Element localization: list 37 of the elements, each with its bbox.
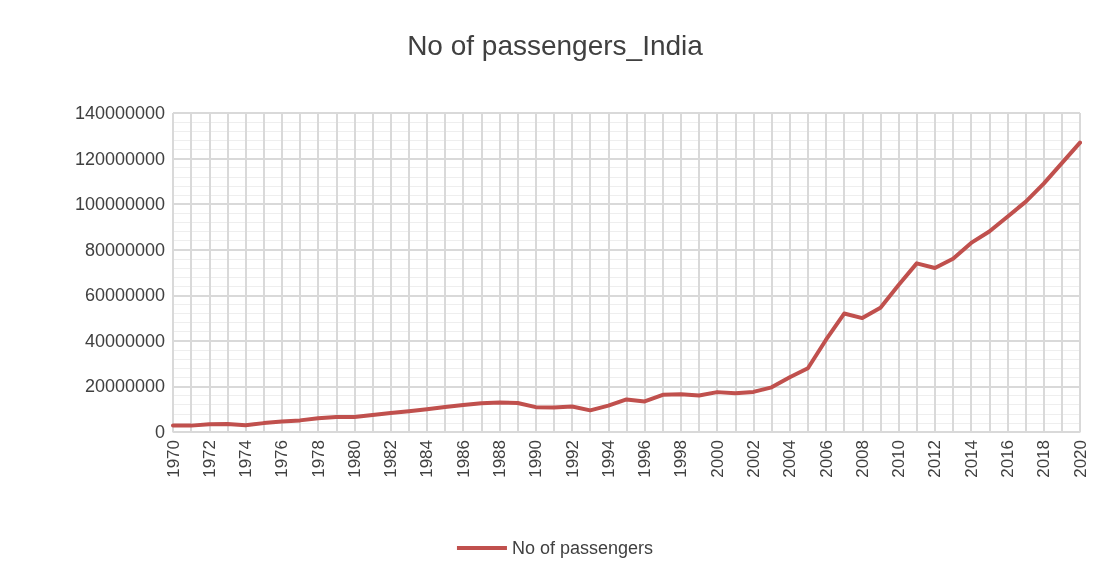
- x-tick-label: 1972: [199, 440, 219, 478]
- x-tick-label: 2016: [997, 440, 1017, 478]
- y-tick-label: 120000000: [74, 148, 165, 169]
- x-tick-label: 1994: [598, 440, 618, 478]
- legend-label: No of passengers: [511, 538, 654, 558]
- y-tick-label: 80000000: [84, 239, 165, 260]
- x-tick-label: 2004: [780, 440, 800, 478]
- x-tick-label: 2010: [889, 440, 909, 478]
- x-tick-label: 2002: [743, 440, 763, 478]
- x-tick-label: 1978: [308, 440, 328, 478]
- y-tick-label: 100000000: [74, 194, 165, 215]
- x-tick-label: 1998: [671, 440, 691, 478]
- x-tick-label: 2006: [816, 440, 836, 478]
- x-tick-label: 1984: [417, 440, 437, 478]
- x-tick-label: 1976: [272, 440, 292, 478]
- y-tick-label: 40000000: [84, 330, 165, 351]
- y-tick-label: 140000000: [74, 103, 165, 123]
- x-tick-label: 1974: [236, 440, 256, 478]
- x-tick-label: 1990: [526, 440, 546, 478]
- y-tick-label: 60000000: [84, 285, 165, 306]
- x-tick-label: 1982: [381, 440, 401, 478]
- line-series: [171, 140, 1082, 428]
- chart-title: No of passengers_India: [407, 29, 704, 61]
- x-tick-label: 2000: [707, 440, 727, 478]
- x-tick-label: 1980: [344, 440, 364, 478]
- x-tick-label: 1996: [635, 440, 655, 478]
- x-tick-label: 1986: [453, 440, 473, 478]
- x-tick-label: 2020: [1070, 440, 1090, 478]
- x-tick-label: 1988: [490, 440, 510, 478]
- x-tick-label: 2012: [925, 440, 945, 478]
- y-tick-label: 0: [154, 422, 165, 442]
- x-tick-label: 2018: [1034, 440, 1054, 478]
- x-tick-label: 2008: [852, 440, 872, 478]
- x-tick-label: 2014: [961, 440, 981, 478]
- x-tick-label: 1970: [163, 440, 183, 478]
- x-tick-label: 1992: [562, 440, 582, 478]
- y-tick-label: 20000000: [84, 376, 165, 397]
